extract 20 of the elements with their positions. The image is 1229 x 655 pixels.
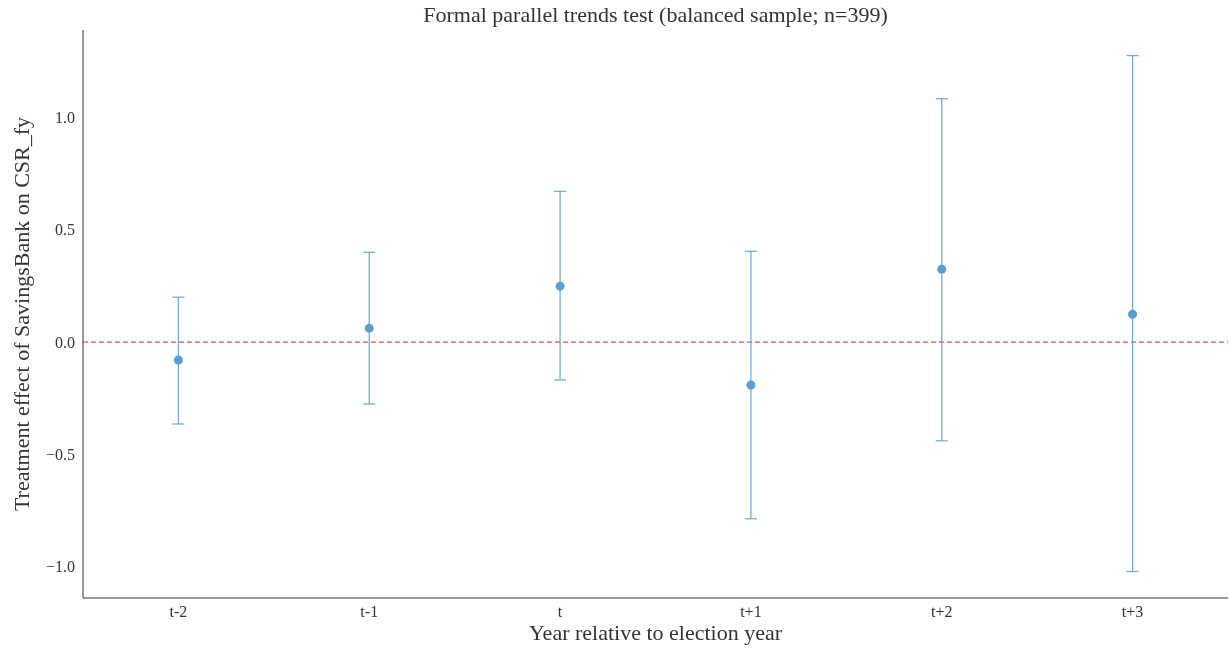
x-tick-label: t-2 bbox=[169, 603, 188, 621]
y-tick-label: 0.0 bbox=[55, 333, 75, 351]
point bbox=[364, 323, 374, 333]
x-tick-label: t-1 bbox=[360, 603, 379, 621]
chart-title: Formal parallel trends test (balanced sample; n=399) bbox=[422, 2, 889, 28]
point bbox=[173, 355, 183, 365]
x-tick-label: t+3 bbox=[1121, 603, 1144, 621]
x-axis-title: Year relative to election year bbox=[527, 620, 784, 646]
y-tick-label: −1.0 bbox=[45, 558, 75, 576]
x-tick-label: t+2 bbox=[931, 603, 953, 621]
point bbox=[555, 281, 565, 291]
y-tick-label: 0.5 bbox=[55, 221, 75, 239]
point bbox=[746, 380, 756, 390]
y-axis-title: Treatment effect of SavingsBank on CSR_fy bbox=[9, 116, 35, 512]
y-tick-label: 1.0 bbox=[55, 109, 75, 127]
x-tick-label: t+1 bbox=[740, 603, 762, 621]
y-tick-label: −0.5 bbox=[45, 446, 75, 463]
point bbox=[1128, 309, 1138, 319]
point bbox=[937, 264, 947, 274]
x-tick-label: t bbox=[557, 603, 563, 621]
